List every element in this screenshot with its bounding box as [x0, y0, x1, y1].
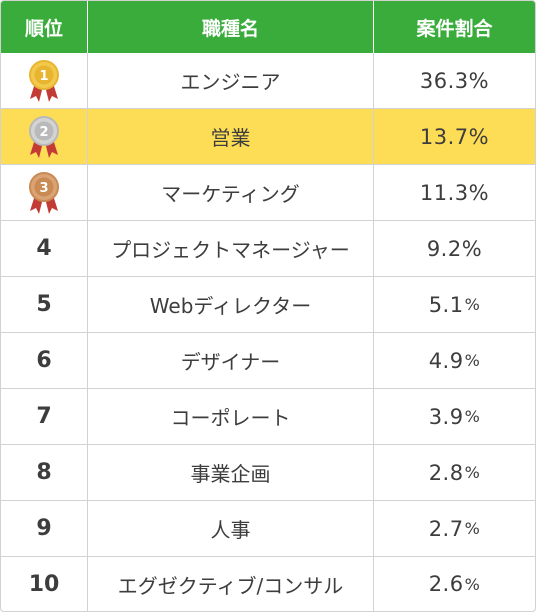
silver-medal-icon: 2 — [29, 115, 59, 158]
job-name: 事業企画 — [88, 445, 374, 501]
header-rank: 順位 — [1, 1, 88, 53]
table-row: 7 コーポレート 3.9% — [1, 389, 535, 445]
job-name: マーケティング — [88, 165, 374, 221]
medal-number: 1 — [39, 69, 48, 84]
table-row: 1 エンジニア 36.3% — [1, 53, 535, 109]
rank-number: 9 — [1, 501, 88, 557]
rank-cell: 2 — [1, 109, 88, 165]
job-name: デザイナー — [88, 333, 374, 389]
rank-number: 8 — [1, 445, 88, 501]
header-share: 案件割合 — [416, 17, 493, 40]
header-job: 職種名 — [88, 1, 374, 53]
table-row: 4 プロジェクトマネージャー 9.2% — [1, 221, 535, 277]
rank-number: 5 — [1, 277, 88, 333]
share-value: 4.9% — [374, 333, 535, 389]
job-name: エグゼクティブ/コンサル — [88, 557, 374, 611]
share-value: 2.7% — [374, 501, 535, 557]
job-name: 人事 — [88, 501, 374, 557]
job-name: エンジニア — [88, 53, 374, 109]
rank-number: 10 — [1, 557, 88, 611]
table-row: 2 営業 13.7% — [1, 109, 535, 165]
table-row: 10 エグゼクティブ/コンサル 2.6% — [1, 557, 535, 611]
table-row: 3 マーケティング 11.3% — [1, 165, 535, 221]
job-name: コーポレート — [88, 389, 374, 445]
bronze-medal-icon: 3 — [29, 171, 59, 214]
share-value: 13.7% — [374, 109, 535, 165]
table-row: 8 事業企画 2.8% — [1, 445, 535, 501]
share-value: 36.3% — [374, 53, 535, 109]
share-value: 11.3% — [374, 165, 535, 221]
rank-number: 6 — [1, 333, 88, 389]
medal-number: 3 — [39, 181, 48, 196]
rank-cell: 1 — [1, 53, 88, 109]
job-name: 営業 — [88, 109, 374, 165]
table-header: 順位 職種名 案件割合 — [1, 1, 535, 53]
rank-cell: 3 — [1, 165, 88, 221]
rank-number: 7 — [1, 389, 88, 445]
share-value: 2.8% — [374, 445, 535, 501]
job-name: Webディレクター — [88, 277, 374, 333]
gold-medal-icon: 1 — [29, 59, 59, 102]
table-row: 6 デザイナー 4.9% — [1, 333, 535, 389]
job-name: プロジェクトマネージャー — [88, 221, 374, 277]
medal-number: 2 — [39, 125, 48, 140]
table-row: 9 人事 2.7% — [1, 501, 535, 557]
rank-number: 4 — [1, 221, 88, 277]
share-value: 5.1% — [374, 277, 535, 333]
table-row: 5 Webディレクター 5.1% — [1, 277, 535, 333]
share-value: 3.9% — [374, 389, 535, 445]
share-value: 9.2% — [374, 221, 535, 277]
share-value: 2.6% — [428, 572, 481, 596]
